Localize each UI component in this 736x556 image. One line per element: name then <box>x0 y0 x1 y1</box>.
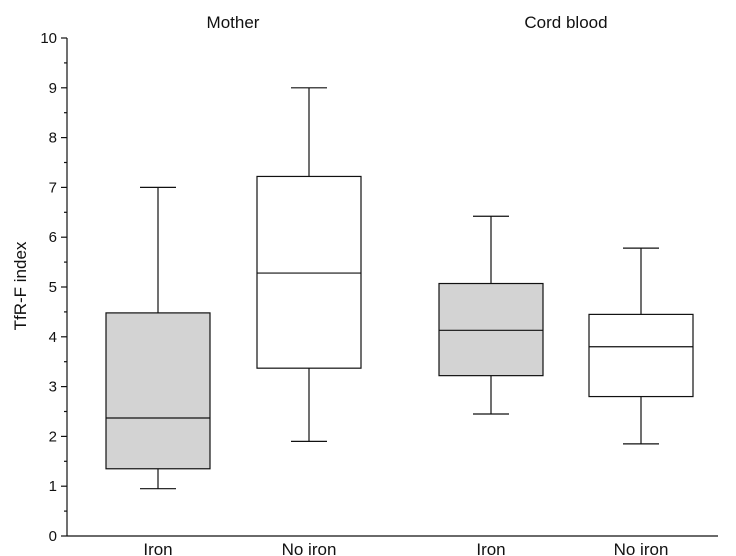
group-label: Mother <box>207 13 260 32</box>
box-4 <box>588 247 694 445</box>
y-tick-label: 3 <box>49 379 57 396</box>
boxes <box>105 87 694 490</box>
y-tick-label: 0 <box>49 528 57 545</box>
y-axis-title: TfR-F index <box>11 241 30 330</box>
x-category-label: No iron <box>614 540 669 556</box>
y-tick-label: 6 <box>49 229 57 246</box>
x-category-label: Iron <box>476 540 505 556</box>
x-category-label: Iron <box>143 540 172 556</box>
axes: 0 1 2 3 4 5 6 7 8 9 10 <box>40 30 718 545</box>
category-labels: Iron No iron Iron No iron Mother Cord blood <box>143 13 668 556</box>
iqr-box <box>105 312 211 470</box>
y-tick-label: 8 <box>49 130 57 147</box>
iqr-box <box>438 282 544 377</box>
iqr-box <box>256 175 362 369</box>
y-tick-label: 10 <box>40 30 57 47</box>
x-category-label: No iron <box>282 540 337 556</box>
y-tick-label: 2 <box>49 428 57 445</box>
y-tick-label: 5 <box>49 279 57 296</box>
group-label: Cord blood <box>524 13 607 32</box>
y-tick-label: 7 <box>49 179 57 196</box>
box-3 <box>438 215 544 415</box>
y-tick-label: 9 <box>49 80 57 97</box>
y-tick-label: 4 <box>49 329 57 346</box>
box-2 <box>256 87 362 442</box>
y-tick-label: 1 <box>49 478 57 495</box>
iqr-box <box>588 313 694 398</box>
box-1 <box>105 186 211 490</box>
